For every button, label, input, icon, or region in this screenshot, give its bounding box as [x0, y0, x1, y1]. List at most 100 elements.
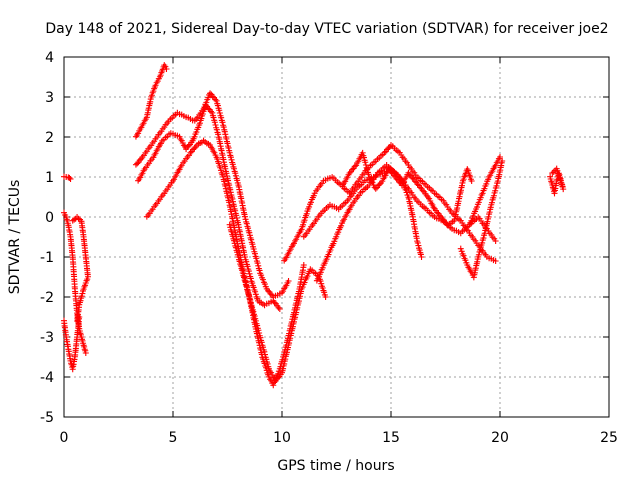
data-point-marker	[436, 212, 443, 219]
data-point-marker	[306, 203, 313, 210]
data-point-marker	[362, 162, 369, 168]
data-point-marker	[214, 156, 221, 163]
data-point-marker	[475, 251, 482, 258]
data-point-marker	[198, 115, 205, 122]
data-point-marker	[385, 145, 392, 152]
data-point-marker	[475, 199, 482, 206]
data-point-marker	[250, 284, 257, 291]
data-point-marker	[247, 297, 254, 304]
data-point-marker	[335, 229, 342, 236]
data-point-marker	[304, 273, 311, 280]
data-point-marker	[66, 174, 73, 181]
data-point-marker	[217, 164, 224, 171]
x-tick-label: 15	[382, 430, 400, 446]
data-point-marker	[205, 94, 212, 101]
data-point-marker	[258, 339, 265, 346]
data-point-marker	[254, 322, 261, 329]
data-point-marker	[457, 245, 464, 252]
data-point-marker	[252, 291, 259, 298]
y-tick-label: 0	[45, 210, 54, 226]
data-point-marker	[477, 194, 484, 201]
data-point-marker	[252, 288, 259, 295]
data-point-marker	[202, 102, 209, 109]
data-point-marker	[418, 254, 425, 260]
data-point-marker	[285, 278, 292, 284]
data-point-marker	[414, 239, 421, 246]
data-point-marker	[321, 289, 328, 296]
data-point-marker	[248, 236, 255, 243]
data-point-marker	[237, 262, 244, 269]
data-point-marker	[257, 334, 264, 341]
data-point-marker	[207, 108, 214, 115]
data-point-marker	[252, 317, 259, 324]
data-point-marker	[232, 244, 239, 251]
data-point-marker	[492, 238, 499, 244]
data-point-marker	[391, 172, 398, 179]
data-point-marker	[243, 283, 250, 290]
data-point-marker	[261, 348, 268, 355]
data-point-marker	[267, 290, 274, 297]
data-point-marker	[492, 187, 499, 194]
data-point-marker	[492, 258, 499, 264]
data-point-marker	[360, 154, 367, 161]
data-point-marker	[207, 90, 214, 97]
data-point-marker	[270, 382, 277, 389]
data-point-marker	[325, 251, 332, 258]
x-tick-label: 0	[60, 430, 69, 446]
data-point-marker	[318, 280, 325, 287]
y-axis-label: SDTVAR / TECUs	[7, 180, 23, 295]
data-point-marker	[333, 233, 340, 240]
data-point-marker	[251, 313, 258, 320]
data-point-marker	[331, 238, 338, 245]
data-point-marker	[231, 237, 238, 244]
data-point-marker	[442, 219, 449, 226]
data-point-marker	[271, 299, 278, 306]
data-point-marker	[256, 267, 263, 274]
data-point-marker	[365, 171, 372, 178]
data-point-marker	[549, 170, 556, 176]
data-point-marker	[364, 166, 371, 173]
data-point-marker	[163, 66, 170, 72]
data-point-marker	[250, 246, 257, 252]
data-point-marker	[245, 292, 252, 299]
data-point-marker	[185, 142, 192, 149]
data-point-marker	[479, 239, 486, 246]
data-point-marker	[260, 276, 267, 283]
data-point-marker	[255, 327, 262, 334]
data-point-marker	[558, 179, 565, 186]
data-point-marker	[298, 226, 305, 233]
data-point-marker	[468, 178, 475, 184]
plot-frame	[63, 56, 610, 418]
data-point-marker	[299, 284, 306, 291]
data-point-marker	[430, 204, 437, 211]
data-point-marker	[462, 257, 469, 264]
data-point-marker	[209, 93, 216, 100]
data-point-marker	[213, 126, 220, 133]
data-point-marker	[242, 216, 249, 223]
data-point-marker	[239, 270, 246, 276]
data-point-marker	[419, 187, 426, 194]
data-point-marker	[338, 222, 345, 229]
data-point-marker	[216, 107, 223, 114]
data-point-marker	[301, 279, 308, 286]
data-point-marker	[249, 280, 256, 287]
data-point-marker	[555, 170, 562, 177]
data-point-marker	[409, 174, 416, 181]
data-point-marker	[191, 133, 198, 140]
data-point-marker	[480, 235, 487, 242]
data-point-marker	[488, 199, 495, 206]
data-point-marker	[215, 160, 222, 167]
y-tick-labels: -5 -4 -3 -2 -1 0 1 2 3 4	[40, 50, 54, 426]
data-point-marker	[468, 217, 475, 224]
data-point-marker	[245, 225, 252, 232]
data-point-marker	[255, 262, 262, 269]
data-point-marker	[301, 217, 308, 224]
data-point-marker	[402, 186, 409, 193]
data-point-marker	[236, 258, 243, 265]
data-point-marker	[556, 175, 563, 182]
data-point-marker	[417, 184, 424, 191]
data-point-marker	[246, 270, 253, 277]
data-point-marker	[275, 374, 282, 381]
x-tick-label: 5	[169, 430, 178, 446]
data-point-marker	[251, 250, 258, 257]
